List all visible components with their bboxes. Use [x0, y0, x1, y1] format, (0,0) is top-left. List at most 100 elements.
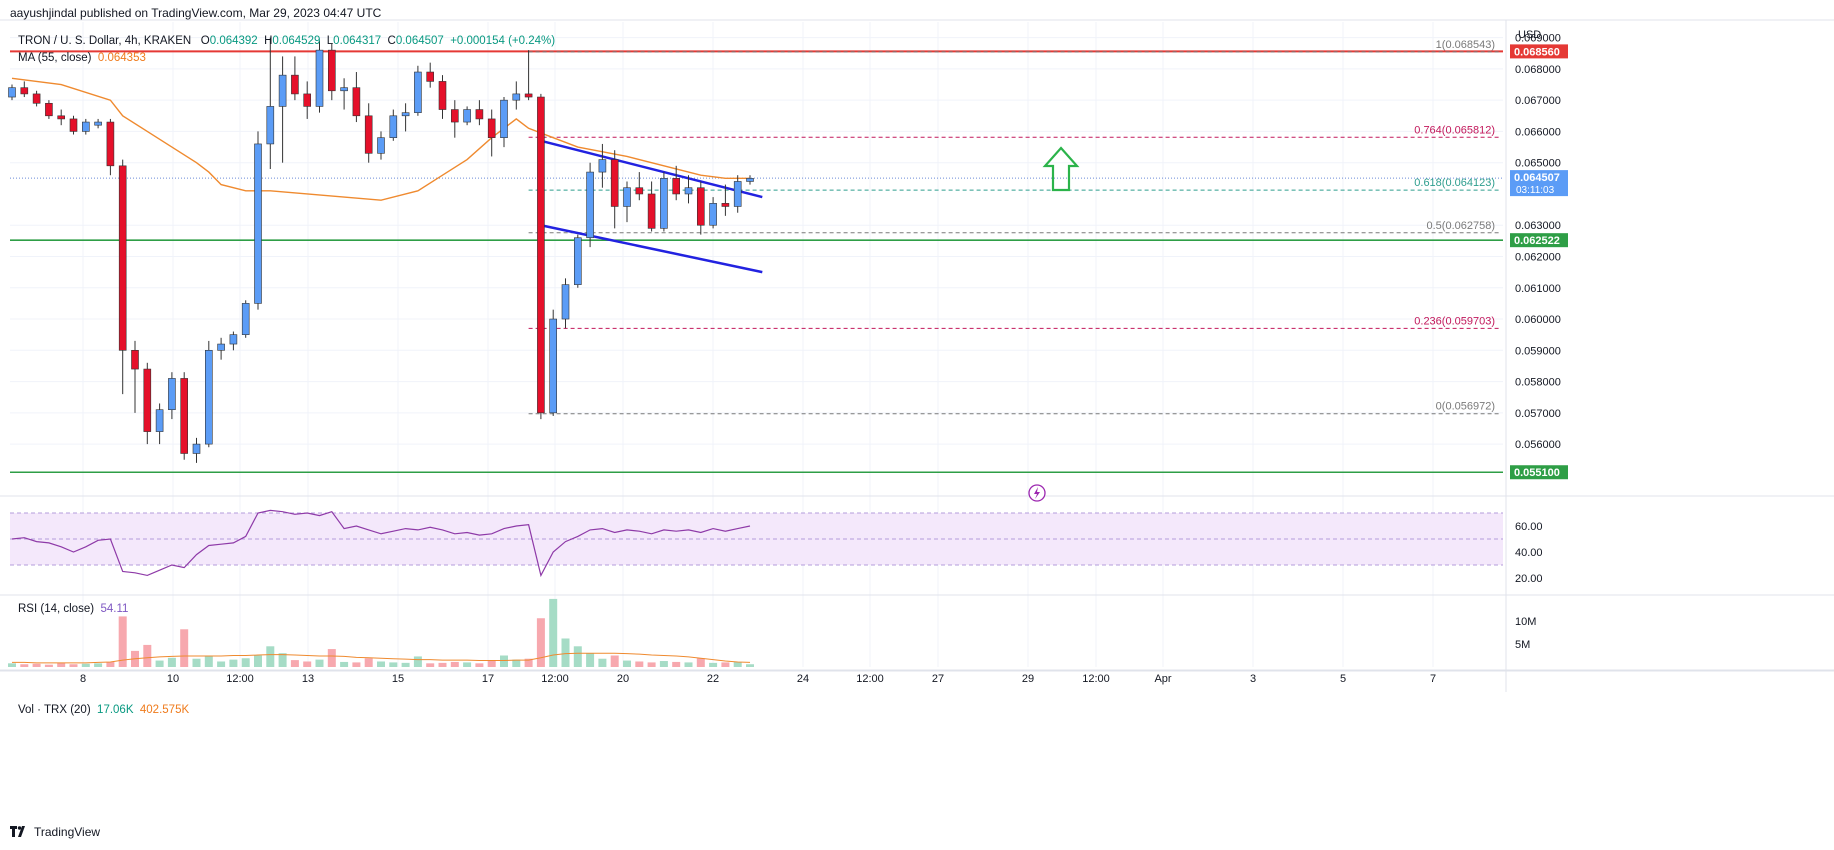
- rsi-legend: RSI (14, close) 54.11: [18, 603, 128, 615]
- candle-body: [610, 159, 619, 207]
- candle-body: [438, 81, 447, 110]
- vol-value: 17.06K: [97, 704, 134, 716]
- candle-body: [500, 99, 508, 138]
- x-tick-label: 17: [482, 673, 494, 685]
- fib-level-label: 0(0.056972): [1436, 401, 1495, 413]
- volume-bar: [733, 661, 742, 667]
- y-tick-label: 0.060000: [1515, 314, 1561, 326]
- volume-bar: [192, 658, 201, 667]
- volume-bar: [709, 662, 718, 667]
- current-price-tag: [1510, 170, 1568, 197]
- fib-level-label: 0.618(0.064123): [1414, 177, 1495, 189]
- volume-bar: [721, 662, 730, 667]
- rsi-value: 54.11: [100, 603, 129, 615]
- x-tick-label: 12:00: [541, 673, 569, 685]
- volume-bar: [327, 649, 336, 667]
- volume-bar: [352, 662, 361, 667]
- volume-bar: [229, 659, 238, 667]
- candle-body: [746, 178, 754, 182]
- volume-bar: [598, 658, 607, 667]
- support_1-price-tag: [1510, 233, 1568, 248]
- candle-body: [401, 112, 410, 117]
- volume-bar: [512, 659, 521, 667]
- volume-bar: [254, 655, 262, 667]
- candle-body: [45, 102, 53, 117]
- volume-bar: [413, 656, 422, 667]
- y-tick-label: 0.069000: [1515, 33, 1561, 45]
- volume-bar: [684, 662, 693, 667]
- x-tick-label: 15: [392, 673, 404, 685]
- volume-bar: [241, 658, 250, 667]
- candle-body: [82, 121, 90, 132]
- volume-bar: [536, 618, 545, 667]
- rsi-y-tick-label: 60.00: [1515, 521, 1543, 533]
- candle-body: [524, 93, 533, 98]
- x-tick-label: 27: [932, 673, 944, 685]
- candle-body: [647, 193, 656, 229]
- volume-bar: [303, 661, 312, 667]
- volume-bar: [696, 658, 705, 667]
- volume-bar: [315, 659, 324, 667]
- volume-bar: [266, 646, 275, 667]
- candle-body: [192, 443, 201, 454]
- change-value: +0.000154 (+0.24%): [450, 35, 556, 47]
- y-tick-label: 0.058000: [1515, 377, 1561, 389]
- rsi-y-tick-label: 20.00: [1515, 573, 1543, 585]
- candle-body: [672, 178, 681, 195]
- vol-label: Vol · TRX (20): [18, 704, 91, 716]
- candle-body: [8, 87, 16, 98]
- volume-bar: [204, 655, 213, 667]
- candle-body: [721, 203, 730, 207]
- x-tick-label: 20: [617, 673, 629, 685]
- x-tick-label: 3: [1250, 673, 1256, 685]
- support_2-price-tag: [1510, 465, 1568, 480]
- tradingview-logo-icon: [10, 826, 25, 837]
- ma-value: 0.064353: [97, 52, 146, 64]
- x-tick-label: 12:00: [1082, 673, 1110, 685]
- y-tick-label: 0.068000: [1515, 64, 1561, 76]
- candle-body: [291, 74, 299, 95]
- candle-body: [586, 171, 594, 239]
- candle-body: [709, 203, 717, 226]
- current-price-tag-label: 0.064507: [1514, 172, 1560, 184]
- candle-body: [561, 284, 570, 320]
- candle-body: [696, 187, 705, 226]
- volume-bar: [32, 663, 41, 667]
- volume-bar: [635, 661, 644, 667]
- y-tick-label: 0.057000: [1515, 408, 1561, 420]
- candle-body: [414, 71, 422, 113]
- candle-body: [660, 178, 668, 229]
- volume-bar: [278, 653, 287, 667]
- candle-body: [303, 93, 312, 107]
- volume-bar: [155, 660, 164, 667]
- close-label: C: [387, 35, 396, 47]
- volume-bar: [426, 663, 435, 667]
- volume-bar: [180, 629, 189, 667]
- volume-bar: [573, 646, 582, 667]
- candle-body: [155, 409, 164, 432]
- open-label: O: [200, 35, 210, 47]
- rsi-line: [11, 509, 751, 578]
- footer-brand[interactable]: TradingView: [10, 825, 100, 839]
- x-tick-label: 10: [167, 673, 179, 685]
- high-value: 0.064529: [272, 35, 321, 47]
- candle-body: [475, 109, 484, 120]
- volume-bar: [340, 661, 349, 667]
- fib-level-label: 0.764(0.065812): [1414, 124, 1495, 136]
- x-tick-label: 8: [80, 673, 86, 685]
- candle-body: [327, 49, 336, 92]
- x-tick-label: 12:00: [856, 673, 884, 685]
- volume-bar: [475, 663, 484, 667]
- volume-bar: [463, 662, 472, 667]
- candle-body: [266, 106, 275, 145]
- volume-legend: Vol · TRX (20) 17.06K 402.575K: [18, 704, 189, 716]
- close-value: 0.064507: [395, 35, 444, 47]
- volume-bar: [167, 657, 176, 667]
- support_2-price-tag-label: 0.055100: [1514, 467, 1560, 479]
- y-tick-label: 0.067000: [1515, 95, 1561, 107]
- candle-body: [315, 49, 324, 107]
- candle-body: [69, 118, 78, 132]
- fib-level-label: 0.5(0.062758): [1427, 220, 1496, 232]
